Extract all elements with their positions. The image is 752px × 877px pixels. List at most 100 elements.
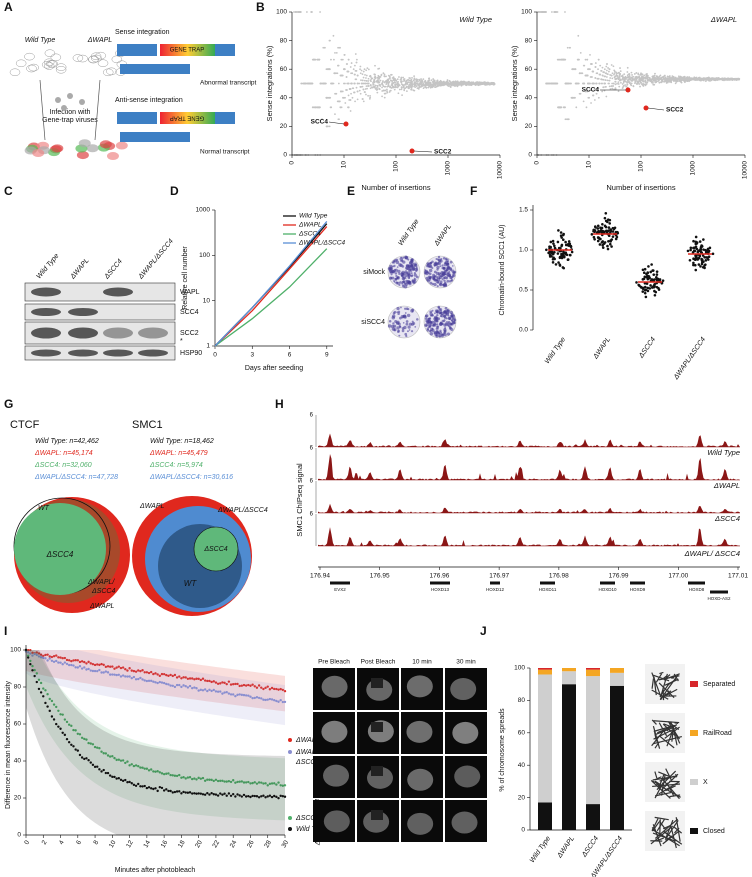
label: Anti-sense integration — [115, 97, 183, 104]
chromosome — [658, 735, 675, 749]
gray-point — [587, 82, 590, 85]
colony — [431, 266, 434, 270]
gray-point — [333, 72, 336, 75]
x-tick-label: 6 — [288, 352, 292, 359]
gray-point — [570, 96, 573, 99]
point — [33, 674, 36, 678]
point — [145, 671, 149, 674]
chromosome — [652, 821, 660, 832]
gray-point — [676, 77, 679, 80]
gray-point — [693, 77, 696, 80]
gray-point — [361, 85, 364, 88]
chromosome — [658, 771, 671, 778]
point — [108, 665, 112, 668]
gray-point — [595, 92, 598, 95]
label: siMock — [363, 269, 385, 276]
gray-point — [732, 78, 735, 81]
point — [229, 693, 233, 696]
dish — [387, 305, 421, 339]
point — [201, 776, 205, 780]
point — [600, 226, 604, 230]
point — [37, 652, 41, 655]
gray-point — [605, 69, 608, 72]
gray-point — [564, 11, 566, 13]
point — [227, 792, 231, 795]
gray-point — [567, 118, 570, 121]
gray-point — [590, 76, 593, 78]
point — [59, 661, 62, 664]
series-line — [214, 220, 328, 347]
point — [104, 665, 108, 669]
nucleus — [321, 720, 348, 743]
point — [117, 673, 121, 677]
gray-point — [429, 84, 432, 87]
label: ΔSCC4 — [103, 258, 124, 281]
gray-point — [393, 88, 396, 91]
exon — [117, 112, 157, 124]
point — [608, 222, 612, 225]
gray-point — [618, 85, 621, 88]
gray-point — [412, 89, 415, 92]
point — [37, 655, 41, 658]
gray-point — [729, 77, 732, 80]
point — [59, 727, 62, 730]
x-tick-label: 10000 — [742, 161, 749, 179]
point — [35, 672, 38, 675]
blot — [24, 321, 176, 345]
gray-point — [593, 82, 595, 85]
colony — [397, 269, 401, 274]
point — [132, 764, 136, 768]
point — [635, 281, 638, 284]
point — [147, 786, 151, 789]
gray-point — [329, 39, 331, 42]
gray-point — [365, 77, 367, 79]
legend-label: Wild Type — [299, 213, 328, 220]
point — [208, 793, 211, 796]
track-label: Wild Type — [707, 448, 740, 457]
gray-point — [637, 76, 640, 79]
gray-point — [582, 100, 585, 103]
band — [31, 287, 61, 297]
point — [646, 271, 650, 274]
gray-point — [299, 11, 301, 13]
gray-point — [400, 78, 403, 81]
gray-point — [338, 118, 340, 121]
pointer — [647, 107, 665, 111]
point — [257, 796, 261, 799]
panel-letter: G — [4, 397, 13, 411]
chromosome — [659, 671, 664, 675]
point — [711, 252, 715, 256]
chromosome — [666, 730, 674, 747]
panel-letter: F — [470, 184, 477, 198]
gray-point — [368, 97, 371, 100]
point — [137, 677, 140, 681]
gray-point — [295, 11, 298, 13]
gray-point — [413, 81, 416, 84]
label: WT — [184, 579, 198, 588]
gray-point — [656, 80, 659, 83]
colony — [396, 326, 400, 330]
gray-point — [361, 82, 364, 85]
colony — [413, 272, 417, 275]
point — [156, 789, 159, 793]
gray-point — [408, 77, 411, 79]
point — [704, 263, 707, 266]
point — [562, 266, 566, 270]
point — [121, 779, 125, 783]
point — [93, 663, 97, 667]
point — [234, 781, 237, 784]
point — [692, 263, 695, 267]
gray-point — [386, 90, 388, 93]
point — [236, 793, 239, 796]
point — [257, 684, 261, 687]
colony — [413, 278, 417, 281]
point — [188, 791, 192, 794]
transcript — [120, 132, 190, 142]
chromosome — [664, 678, 679, 686]
bar-segment — [538, 802, 552, 830]
gray-point — [367, 85, 370, 87]
colony — [440, 322, 444, 326]
gray-point — [383, 92, 386, 95]
point — [262, 687, 265, 691]
chromosome — [656, 770, 677, 791]
